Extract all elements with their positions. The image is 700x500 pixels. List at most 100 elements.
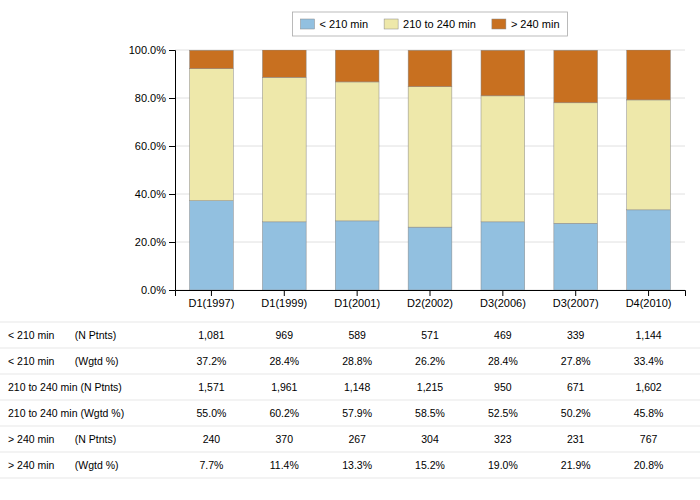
- y-axis-line: [169, 51, 176, 291]
- table-rule: [0, 322, 700, 323]
- table-cell: 1,144: [635, 329, 661, 341]
- x-tick-label: D4(2010): [626, 297, 672, 309]
- table-rule: [0, 374, 700, 375]
- x-tick-mark: [575, 290, 576, 296]
- legend-label: > 240 min: [511, 18, 560, 30]
- x-tick-mark: [648, 290, 649, 296]
- table-cell: 28.4%: [269, 355, 299, 367]
- table-cell: 370: [276, 433, 294, 445]
- y-tick-label: 0.0%: [141, 284, 166, 296]
- bar-segment: [408, 227, 452, 290]
- table-cell: 231: [567, 433, 585, 445]
- bar-segment: [627, 50, 671, 100]
- x-tick: D4(2010): [626, 290, 672, 309]
- x-tick-mark: [284, 290, 285, 296]
- table-cell: 671: [567, 381, 585, 393]
- x-tick-label: D1(1999): [261, 297, 307, 309]
- x-axis: D1(1997) D1(1999) D1(2001) D2(2002) D3(2006)…: [176, 290, 686, 309]
- bar-segment: [554, 223, 598, 290]
- x-tick: D1(1999): [261, 290, 307, 309]
- chart: 0.0%20.0%40.0%60.0%80.0%100.0%D1(1997)D1…: [0, 0, 700, 500]
- bar-segment: [627, 100, 671, 210]
- table-cell: 60.2%: [269, 407, 299, 419]
- legend-swatch: [492, 19, 506, 29]
- table-cell: 58.5%: [415, 407, 445, 419]
- x-tick-label: D1(1997): [188, 297, 234, 309]
- table-cell: 571: [421, 329, 439, 341]
- table-cell: 1,602: [635, 381, 661, 393]
- y-tick: 80.0%: [135, 92, 175, 104]
- table-cell: 304: [421, 433, 439, 445]
- table-cell: 57.9%: [342, 407, 372, 419]
- table-rule: [0, 426, 700, 427]
- x-tick: D1(2001): [334, 290, 380, 309]
- series-1: [190, 69, 671, 227]
- table-row-label: 210 to 240 min (N Ptnts): [8, 381, 122, 393]
- x-tick-label: D3(2007): [553, 297, 599, 309]
- table-cell: 26.2%: [415, 355, 445, 367]
- table-cell: 21.9%: [561, 459, 591, 471]
- x-tick-mark: [357, 290, 358, 296]
- table-cell: 339: [567, 329, 585, 341]
- table-cell: 20.8%: [634, 459, 664, 471]
- x-tick-label: D3(2006): [480, 297, 526, 309]
- bar-segment: [408, 50, 452, 86]
- legend-swatch: [384, 19, 398, 29]
- y-tick-mark: [169, 194, 175, 195]
- bar-segment: [481, 50, 525, 96]
- series-2: [190, 50, 671, 103]
- table-cell: 267: [348, 433, 366, 445]
- table-cell: 50.2%: [561, 407, 591, 419]
- table-row-label: < 210 min (N Ptnts): [8, 329, 116, 341]
- table-cell: 37.2%: [197, 355, 227, 367]
- bar-segment: [481, 96, 525, 222]
- bar-segment: [554, 103, 598, 223]
- table-cell: 19.0%: [488, 459, 518, 471]
- table-cell: 28.4%: [488, 355, 518, 367]
- bar-segment: [335, 221, 379, 290]
- table-rule: [0, 400, 700, 401]
- bar-segment: [262, 77, 306, 221]
- y-axis: 0.0%20.0%40.0%60.0%80.0%100.0%: [129, 44, 176, 296]
- y-tick: 40.0%: [135, 188, 175, 200]
- x-tick-mark: [430, 290, 431, 296]
- table-cell: 1,571: [198, 381, 224, 393]
- bars: [190, 50, 671, 290]
- legend: < 210 min 210 to 240 min > 240 min: [292, 12, 567, 36]
- table-cell: 7.7%: [199, 459, 223, 471]
- table-cell: 45.8%: [634, 407, 664, 419]
- table-cell: 240: [203, 433, 221, 445]
- table-cell: 11.4%: [270, 459, 299, 471]
- y-tick-mark: [169, 290, 175, 291]
- y-tick-label: 20.0%: [135, 236, 166, 248]
- table: < 210 min (N Ptnts)1,0819695895714693391…: [0, 322, 700, 478]
- table-cell: 1,961: [271, 381, 297, 393]
- y-tick: 20.0%: [135, 236, 175, 248]
- bar-segment: [335, 50, 379, 82]
- table-cell: 969: [276, 329, 294, 341]
- table-cell: 469: [494, 329, 512, 341]
- table-cell: 950: [494, 381, 512, 393]
- x-tick-label: D2(2002): [407, 297, 453, 309]
- legend-label: 210 to 240 min: [403, 18, 476, 30]
- table-cell: 1,148: [344, 381, 370, 393]
- table-row-label: 210 to 240 min (Wgtd %): [8, 407, 124, 419]
- y-tick-mark: [169, 98, 175, 99]
- y-tick: 100.0%: [129, 44, 175, 56]
- table-rule: [0, 348, 700, 349]
- legend-item: 210 to 240 min: [384, 18, 476, 30]
- table-rule: [0, 452, 700, 453]
- legend-frame: [292, 12, 567, 36]
- table-row-label: < 210 min (Wgtd %): [8, 355, 119, 367]
- bar-segment: [190, 69, 234, 201]
- table-cell: 13.3%: [342, 459, 372, 471]
- legend-label: < 210 min: [319, 18, 368, 30]
- table-cell: 1,215: [417, 381, 443, 393]
- table-cell: 15.2%: [415, 459, 445, 471]
- x-tick: D2(2002): [407, 290, 453, 309]
- x-tick-mark: [502, 290, 503, 296]
- x-tick-mark: [211, 290, 212, 296]
- bar-segment: [335, 82, 379, 221]
- table-cell: 28.8%: [342, 355, 372, 367]
- plot: 0.0%20.0%40.0%60.0%80.0%100.0%D1(1997)D1…: [129, 44, 686, 309]
